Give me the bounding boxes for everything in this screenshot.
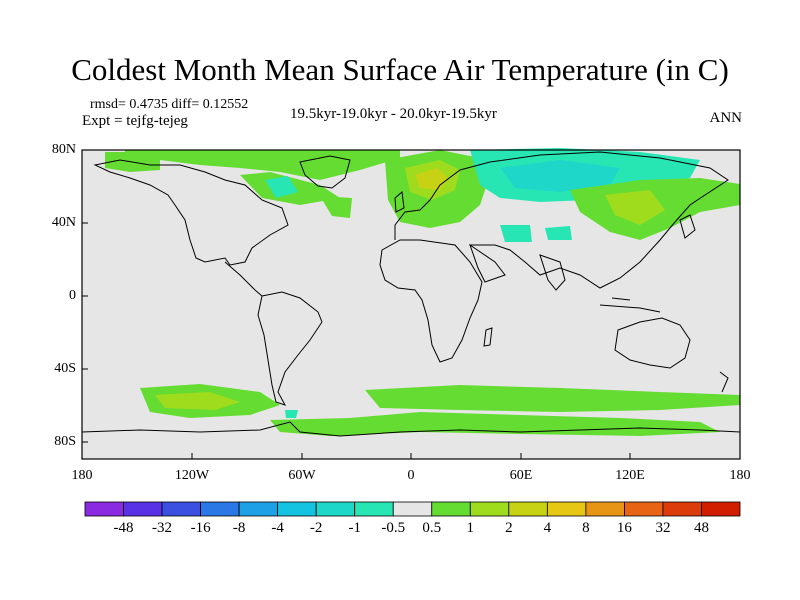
- colorbar-box: [624, 501, 664, 517]
- experiment-text: Expt = tejfg-tejeg: [82, 113, 188, 129]
- anomaly-patch-atlantic: [320, 196, 352, 218]
- coastlines: [81, 151, 741, 437]
- season-text: ANN: [709, 110, 743, 126]
- anomaly-patch-scandinavia-warm: [415, 168, 448, 190]
- colorbar-label: -1: [348, 520, 361, 536]
- coastline-north-america: [93, 159, 289, 266]
- colorbar-box: [546, 501, 587, 517]
- coastline-indonesia: [599, 297, 661, 313]
- colorbar-box: [161, 501, 201, 517]
- lat-tick-label: 80N: [51, 142, 76, 157]
- coastline-madagascar: [483, 327, 493, 347]
- coastline-europe: [394, 161, 491, 240]
- anomaly-patch-labrador: [265, 176, 298, 198]
- coastline-australia: [614, 317, 691, 369]
- lon-tick-label: 120W: [174, 468, 210, 483]
- colorbar-label: 2: [505, 520, 513, 536]
- coastline-british-isles: [394, 191, 405, 213]
- colorbar-label: -8: [232, 520, 246, 536]
- lon-tick-label: 60E: [509, 468, 533, 483]
- anomaly-patch-mideast: [500, 225, 532, 242]
- anomaly-patch-south-atlantic: [365, 385, 740, 412]
- lon-tick-label: 180: [71, 468, 93, 483]
- lat-tick-label: 40S: [54, 361, 76, 376]
- coastline-arabia: [469, 243, 506, 283]
- period-text: 19.5kyr-19.0kyr - 20.0kyr-19.5kyr: [290, 106, 497, 122]
- anomaly-shading: [105, 148, 740, 436]
- colorbar-box: [238, 501, 279, 517]
- coastline-antarctica: [81, 421, 741, 437]
- axis-ticks: [81, 149, 741, 459]
- anomaly-patch-asia-warm: [605, 190, 665, 225]
- colorbar-box: [508, 501, 548, 517]
- coastline-asia: [470, 151, 729, 289]
- colorbar-box: [315, 501, 356, 517]
- colorbar-box: [354, 501, 394, 517]
- anomaly-patch-antarctic-coast: [270, 412, 720, 436]
- colorbar-box: [84, 501, 124, 517]
- colorbar-label: 16: [616, 520, 632, 536]
- coastline-india: [539, 254, 566, 291]
- colorbar-box: [431, 501, 471, 517]
- colorbar-label: 4: [543, 520, 552, 536]
- lat-tick-label: 80S: [54, 434, 76, 449]
- lon-tick-label: 60W: [288, 468, 316, 483]
- colorbar-label: 48: [693, 520, 709, 536]
- colorbar-label: 8: [582, 520, 590, 536]
- colorbar-label: -16: [190, 520, 211, 536]
- coastline-south-america: [257, 291, 323, 406]
- coastline-new-zealand: [719, 371, 729, 393]
- lat-tick-label: 40N: [51, 215, 76, 230]
- colorbar-box: [585, 501, 625, 517]
- colorbar-box: [662, 501, 702, 517]
- colorbar-box: [123, 501, 163, 517]
- coastline-central-america: [224, 261, 263, 297]
- lon-tick-label: 0: [407, 468, 415, 483]
- anomaly-patch-siberia-core: [500, 160, 620, 192]
- anomaly-patch-arctic: [125, 150, 400, 180]
- stats-text: rmsd= 0.4735 diff= 0.12552: [90, 97, 249, 112]
- anomaly-patch-south-pacific-warm: [155, 392, 240, 410]
- lon-tick-label: 120E: [615, 468, 645, 483]
- coastline-japan: [679, 214, 696, 239]
- colorbar-box: [200, 501, 240, 517]
- colorbar-label: -48: [113, 520, 134, 536]
- colorbar-box: [701, 501, 741, 517]
- colorbar-box: [277, 501, 317, 517]
- anomaly-patch-drake: [285, 410, 298, 418]
- lat-tick-label: 0: [69, 288, 76, 303]
- colorbar-box: [469, 501, 510, 517]
- anomaly-patch-tibet: [545, 226, 572, 240]
- colorbar-label: -4: [271, 520, 284, 536]
- colorbar-box: [392, 501, 433, 517]
- colorbar-label: 1: [466, 520, 475, 536]
- colorbar-label: 32: [655, 520, 671, 536]
- colorbar-label: -0.5: [381, 520, 406, 536]
- lon-tick-label: 180: [729, 468, 751, 483]
- map-title: Coldest Month Mean Surface Air Temperatu…: [71, 52, 729, 87]
- colorbar-label: -32: [152, 520, 173, 536]
- coastline-greenland: [299, 155, 351, 189]
- colorbar-label: -2: [309, 520, 323, 536]
- colorbar-label: 0.5: [422, 520, 442, 536]
- coastline-africa: [379, 239, 483, 363]
